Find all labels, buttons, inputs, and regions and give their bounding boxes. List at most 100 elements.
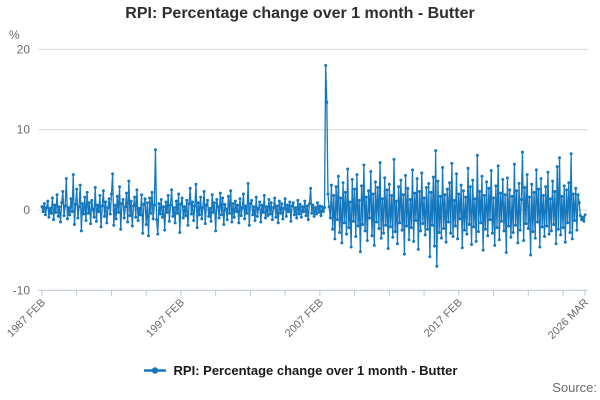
data-point	[456, 237, 460, 241]
data-point	[566, 221, 570, 225]
data-point	[229, 189, 233, 193]
data-point	[358, 250, 362, 254]
data-point	[569, 152, 573, 156]
data-point	[345, 232, 348, 236]
data-point	[57, 205, 61, 209]
data-point	[320, 205, 324, 209]
data-point	[522, 239, 526, 243]
data-point	[366, 189, 370, 193]
data-point	[417, 190, 421, 194]
data-point	[109, 192, 113, 196]
data-point	[91, 207, 95, 211]
data-point	[373, 180, 377, 184]
data-point	[397, 185, 401, 189]
data-point	[368, 216, 372, 220]
data-point	[531, 230, 535, 234]
data-point	[571, 192, 575, 196]
data-point	[56, 214, 60, 218]
data-point	[549, 229, 553, 233]
data-point	[515, 189, 519, 193]
data-point	[172, 206, 176, 210]
data-point	[111, 172, 115, 176]
data-point	[495, 226, 499, 230]
data-point	[362, 163, 366, 167]
data-point	[208, 206, 212, 210]
data-point	[454, 172, 458, 176]
data-point	[498, 191, 502, 195]
data-point	[415, 177, 419, 181]
data-point	[156, 232, 160, 236]
data-point	[55, 193, 59, 197]
data-point	[321, 210, 325, 214]
data-point	[199, 195, 203, 199]
data-point	[314, 212, 318, 216]
data-point	[471, 178, 475, 182]
data-point	[79, 229, 83, 233]
data-point	[71, 173, 75, 177]
data-point	[263, 216, 267, 220]
data-point	[275, 204, 279, 208]
data-point	[163, 228, 167, 232]
data-point	[46, 199, 50, 203]
data-point	[450, 161, 454, 165]
data-point	[245, 211, 249, 215]
data-point	[331, 227, 335, 231]
y-tick-label: 0	[23, 203, 30, 217]
data-point	[537, 187, 541, 191]
data-point	[213, 201, 217, 205]
data-point	[134, 215, 138, 219]
data-point	[258, 200, 262, 204]
y-tick-label: -10	[13, 283, 31, 297]
data-point	[126, 220, 130, 224]
data-point	[221, 196, 225, 200]
data-point	[393, 230, 397, 234]
data-point	[481, 248, 485, 252]
chart-title: RPI: Percentage change over 1 month - Bu…	[125, 5, 475, 22]
data-point	[559, 233, 563, 237]
data-point	[346, 167, 350, 171]
x-tick-label: 2026 MAR	[546, 297, 591, 342]
data-point	[576, 193, 580, 197]
data-point	[575, 228, 579, 232]
data-point	[218, 191, 222, 195]
x-axis-labels: 1987 FEB 1997 FEB 2007 FEB 2017 FEB 2026 MAR	[5, 297, 591, 342]
data-point	[175, 211, 179, 215]
data-point	[406, 186, 410, 190]
data-point	[122, 216, 126, 220]
data-point	[250, 198, 254, 202]
data-point	[231, 202, 235, 206]
data-point	[420, 171, 424, 175]
data-point	[114, 217, 118, 221]
data-point	[340, 241, 344, 245]
data-point	[184, 214, 188, 218]
data-point	[424, 186, 428, 190]
data-point	[332, 194, 336, 198]
data-point	[82, 212, 86, 216]
data-point	[402, 252, 406, 256]
data-point	[99, 225, 103, 229]
data-point	[555, 165, 559, 169]
data-point	[244, 204, 248, 208]
data-point	[211, 210, 215, 214]
data-point	[152, 203, 156, 207]
data-point	[81, 202, 85, 206]
data-point	[251, 213, 255, 217]
data-point	[581, 215, 585, 219]
data-point	[541, 194, 545, 198]
data-point	[398, 221, 402, 225]
data-point	[257, 206, 261, 210]
data-point	[100, 204, 104, 208]
data-point	[292, 213, 296, 217]
data-point	[59, 220, 63, 224]
legend-item-butter[interactable]: RPI: Percentage change over 1 month - Bu…	[143, 363, 457, 378]
data-point	[284, 214, 288, 218]
data-point	[304, 214, 308, 218]
data-point	[416, 247, 420, 251]
data-point	[509, 235, 513, 239]
data-point	[520, 150, 524, 154]
data-point	[239, 214, 243, 218]
data-point	[173, 221, 177, 225]
data-point	[497, 238, 501, 242]
